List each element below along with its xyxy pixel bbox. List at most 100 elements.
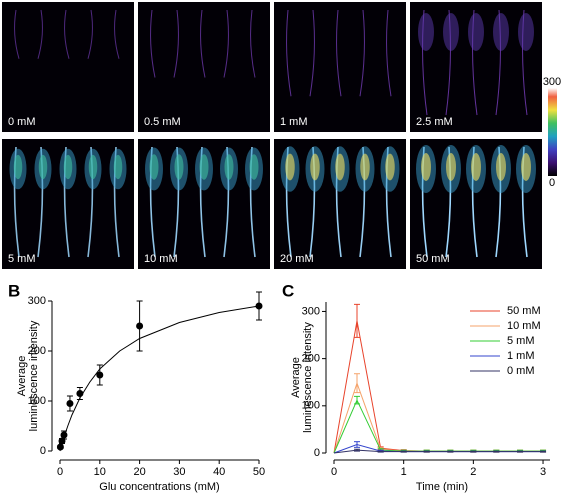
error-bar [470, 450, 477, 453]
data-point [60, 431, 68, 439]
root [14, 9, 20, 59]
leaf-core [446, 153, 456, 181]
leaf [443, 13, 459, 51]
root [87, 9, 93, 59]
root [286, 9, 292, 97]
image-label: 10 mM [144, 253, 178, 265]
leaf-core [174, 154, 184, 180]
error-bar [400, 450, 407, 453]
root [37, 9, 43, 59]
legend-label: 50 mM [507, 305, 541, 317]
image-label: 50 mM [416, 253, 450, 265]
error-bar [517, 450, 524, 453]
leaf-core [310, 153, 320, 181]
root [309, 9, 315, 97]
y-axis-label: Average [290, 357, 302, 398]
colorbar-label: 0 [549, 177, 555, 189]
leaf [518, 13, 534, 51]
leaf-core [63, 154, 73, 180]
data-point [136, 322, 144, 330]
image-label: 0 mM [8, 116, 36, 128]
x-axis-label: Glu concentrations (mM) [99, 481, 219, 493]
x-tick-label: 30 [173, 466, 185, 478]
legend-label: 5 mM [507, 335, 535, 347]
y-tick-label: 100 [28, 395, 46, 407]
image-panel [410, 139, 542, 269]
root [250, 9, 256, 78]
x-tick-label: 3 [540, 466, 546, 478]
x-tick-label: 0 [331, 466, 337, 478]
image-label: 20 mM [280, 253, 314, 265]
data-point [76, 390, 84, 397]
image-bg [274, 2, 406, 132]
leaf-core [385, 153, 395, 181]
image-bg [138, 2, 270, 132]
image-panel [138, 2, 270, 132]
y-tick-label: 100 [302, 400, 320, 412]
image-panel [2, 2, 134, 132]
leaf-core [496, 153, 506, 181]
image-label: 0.5 mM [144, 116, 181, 128]
image-label: 2.5 mM [416, 116, 453, 128]
image-panel [274, 2, 406, 132]
data-point [56, 443, 64, 451]
leaf-core [421, 153, 431, 181]
leaf-core [38, 154, 48, 180]
error-bar [377, 450, 384, 453]
leaf [468, 13, 484, 51]
x-tick-label: 40 [213, 466, 225, 478]
error-bar [353, 395, 360, 405]
y-tick-label: 300 [28, 295, 46, 307]
image-panel [410, 2, 542, 132]
error-bar [540, 450, 547, 453]
error-bar [423, 450, 430, 453]
y-axis-label: Average [16, 356, 28, 397]
leaf-core [199, 154, 209, 180]
colorbar-label: 300 [543, 76, 561, 88]
leaf-core [471, 153, 481, 181]
y-axis-label: luminescence intensity [28, 320, 40, 431]
colorbar [548, 88, 557, 176]
y-tick-label: 300 [302, 305, 320, 317]
legend-label: 10 mM [507, 320, 541, 332]
data-point [255, 302, 263, 310]
error-bar [353, 303, 360, 338]
data-point [96, 371, 104, 379]
y-tick-label: 200 [302, 353, 320, 365]
legend-label: 0 mM [507, 365, 535, 377]
image-panel [2, 139, 134, 269]
error-bar [447, 450, 454, 453]
root [223, 9, 229, 78]
y-tick-label: 0 [40, 445, 46, 457]
y-tick-label: 0 [314, 447, 320, 459]
leaf [493, 13, 509, 51]
legend-label: 1 mM [507, 350, 535, 362]
image-bg [2, 2, 134, 132]
root [114, 9, 120, 59]
leaf-core [224, 154, 234, 180]
image-label: 1 mM [280, 116, 308, 128]
fit-curve [59, 305, 260, 452]
root [64, 9, 70, 59]
image-label: 5 mM [8, 253, 36, 265]
error-bar [493, 450, 500, 453]
image-panel [138, 139, 270, 269]
panel-letter: B [8, 281, 20, 300]
x-axis-label: Time (min) [416, 481, 468, 493]
leaf-core [88, 154, 98, 180]
series-line [333, 449, 544, 454]
root [173, 9, 179, 78]
error-bar [353, 448, 360, 452]
leaf-core [521, 153, 531, 181]
root [200, 9, 206, 78]
x-tick-label: 0 [57, 466, 63, 478]
leaf-core [335, 153, 345, 181]
panel-letter: C [282, 281, 294, 300]
image-panel [274, 139, 406, 269]
root [359, 9, 365, 97]
root [150, 9, 156, 78]
leaf-core [149, 154, 159, 180]
leaf-core [249, 154, 259, 180]
leaf-core [13, 154, 23, 180]
root [336, 9, 342, 97]
